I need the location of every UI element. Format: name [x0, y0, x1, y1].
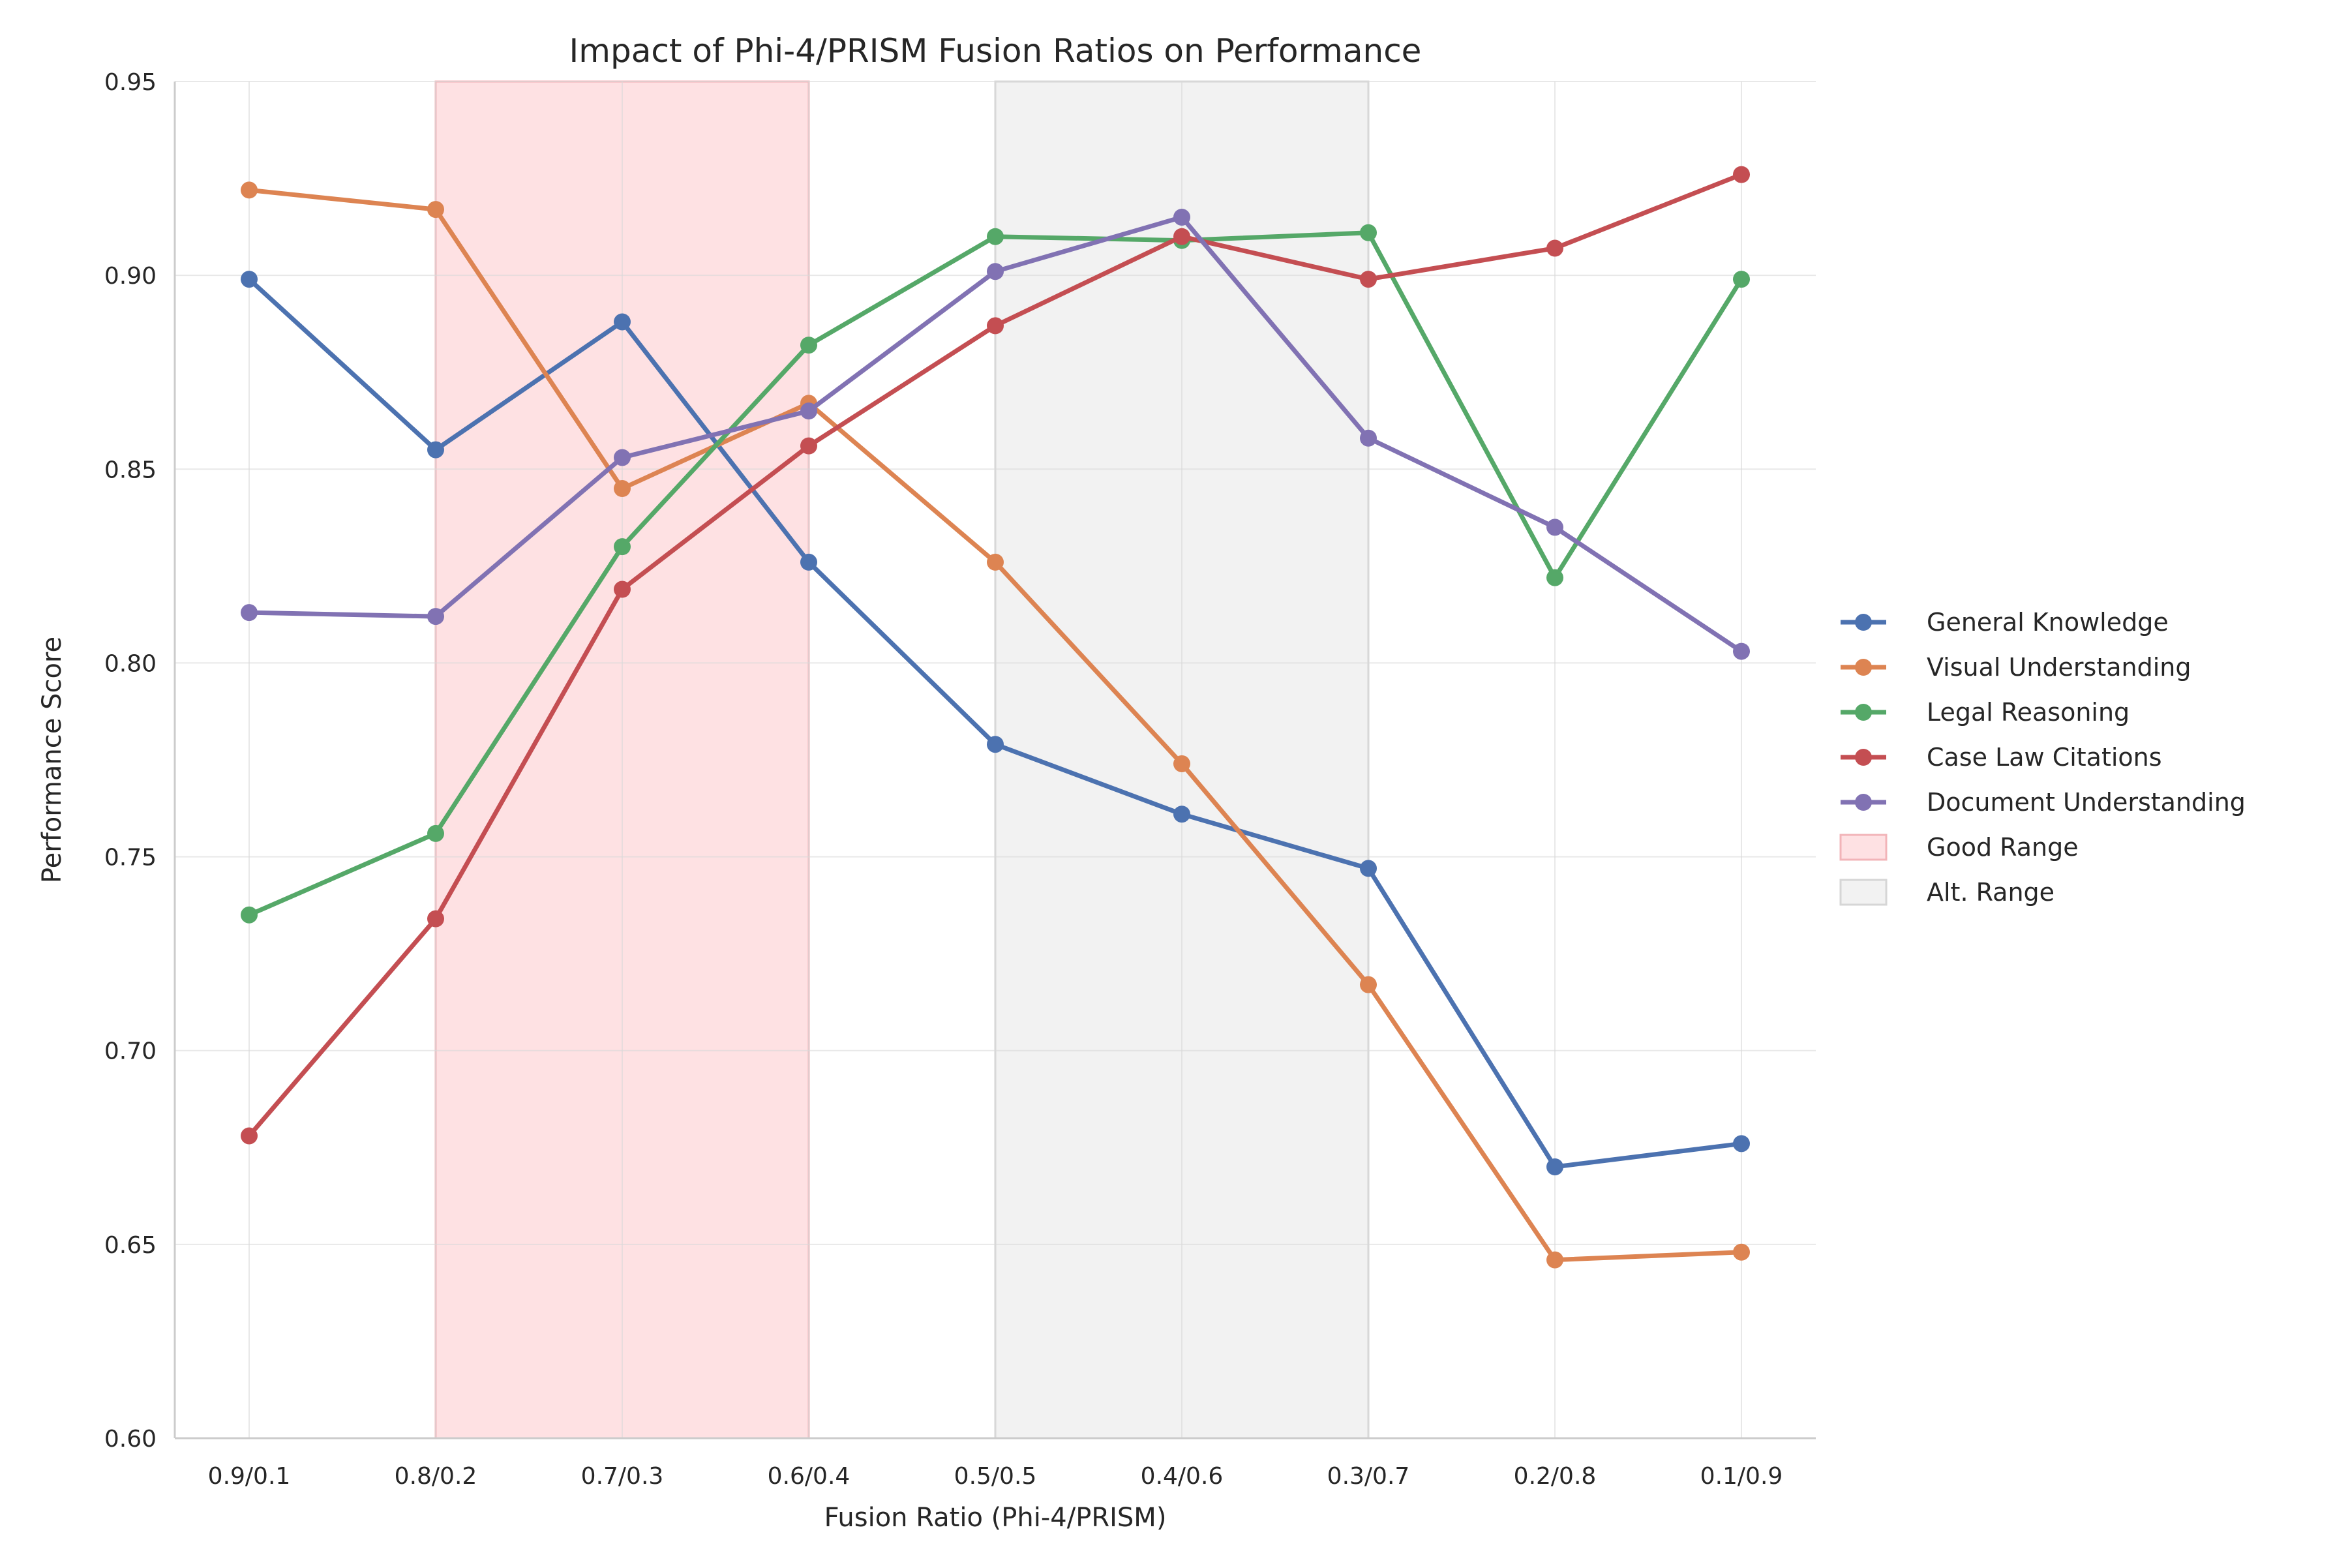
highlight-ranges: [434, 80, 1370, 1440]
data-point: [1360, 224, 1377, 241]
legend-marker: [1855, 749, 1872, 766]
legend: General Knowledge Visual Understanding Leg…: [1839, 608, 2246, 907]
gridlines: [175, 81, 1816, 1439]
legend-item-good-range: Good Range: [1839, 833, 2079, 862]
data-point: [987, 317, 1004, 335]
data-point: [1733, 271, 1750, 288]
legend-marker: [1855, 704, 1872, 721]
x-tick-labels: 0.9/0.1 0.8/0.2 0.7/0.3 0.6/0.4 0.5/0.5 0.4/0…: [208, 1463, 1783, 1490]
legend-item-legal-reasoning: Legal Reasoning: [1841, 698, 2130, 727]
y-tick-label: 0.60: [104, 1426, 157, 1453]
x-axis-title: Fusion Ratio (Phi-4/PRISM): [824, 1503, 1167, 1533]
data-point: [1546, 519, 1563, 536]
x-tick-label: 0.4/0.6: [1141, 1463, 1224, 1490]
series-document-understanding: [241, 209, 1750, 660]
data-point: [1173, 755, 1190, 772]
data-point: [987, 553, 1004, 571]
series-visual-understanding: [241, 181, 1750, 1269]
y-tick-label: 0.75: [104, 845, 157, 871]
legend-item-alt-range: Alt. Range: [1839, 878, 2054, 907]
data-point: [1546, 1251, 1563, 1269]
data-point: [427, 608, 444, 626]
legend-label: Document Understanding: [1927, 788, 2246, 817]
legend-marker: [1855, 614, 1872, 631]
series-general-knowledge: [241, 271, 1750, 1175]
legend-item-general-knowledge: General Knowledge: [1841, 608, 2169, 637]
data-point: [241, 1127, 258, 1145]
data-point: [241, 271, 258, 288]
series-case-law-citations: [241, 166, 1750, 1145]
data-point: [1173, 806, 1190, 823]
legend-item-visual-understanding: Visual Understanding: [1841, 653, 2191, 682]
data-point: [1733, 1135, 1750, 1153]
data-point: [1173, 228, 1190, 245]
data-point: [427, 441, 444, 459]
data-point: [427, 910, 444, 927]
y-axis-title: Performance Score: [37, 637, 67, 883]
x-tick-label: 0.6/0.4: [768, 1463, 850, 1490]
axes: [173, 82, 1816, 1440]
x-tick-label: 0.8/0.2: [395, 1463, 477, 1490]
data-point: [1546, 1158, 1563, 1175]
legend-swatch: [1839, 834, 1888, 861]
legend-label: General Knowledge: [1927, 608, 2169, 637]
y-tick-label: 0.85: [104, 457, 157, 483]
legend-label: Good Range: [1927, 833, 2079, 862]
y-tick-label: 0.65: [104, 1232, 157, 1259]
x-tick-label: 0.1/0.9: [1700, 1463, 1783, 1490]
data-point: [614, 580, 631, 598]
data-point: [614, 538, 631, 556]
data-point: [800, 337, 817, 354]
data-point: [614, 313, 631, 331]
data-point: [1733, 166, 1750, 183]
legend-marker: [1855, 794, 1872, 811]
x-tick-label: 0.9/0.1: [208, 1463, 291, 1490]
data-point: [1360, 271, 1377, 288]
x-tick-label: 0.7/0.3: [581, 1463, 664, 1490]
data-point: [1173, 209, 1190, 226]
data-point: [987, 736, 1004, 753]
data-point: [614, 480, 631, 497]
data-point: [614, 449, 631, 466]
data-point: [1733, 642, 1750, 660]
data-point: [1360, 976, 1377, 993]
data-point: [1546, 239, 1563, 257]
legend-swatch: [1839, 879, 1888, 906]
data-point: [1546, 569, 1563, 586]
chart-title: Impact of Phi-4/PRISM Fusion Ratios on P…: [569, 32, 1422, 70]
legend-item-document-understanding: Document Understanding: [1841, 788, 2246, 817]
data-point: [800, 437, 817, 455]
legend-marker: [1855, 659, 1872, 676]
data-point: [241, 181, 258, 199]
data-point: [241, 604, 258, 622]
data-point: [1360, 860, 1377, 877]
data-point: [800, 402, 817, 420]
legend-label: Alt. Range: [1927, 878, 2054, 907]
series-lines: [241, 166, 1750, 1269]
data-point: [1360, 429, 1377, 447]
data-point: [800, 553, 817, 571]
x-tick-label: 0.5/0.5: [954, 1463, 1037, 1490]
y-tick-label: 0.90: [104, 263, 157, 290]
data-point: [427, 201, 444, 219]
x-tick-label: 0.2/0.8: [1514, 1463, 1597, 1490]
y-tick-label: 0.70: [104, 1038, 157, 1065]
legend-label: Visual Understanding: [1927, 653, 2191, 682]
legend-label: Legal Reasoning: [1927, 698, 2130, 727]
x-tick-label: 0.3/0.7: [1327, 1463, 1410, 1490]
y-tick-label: 0.95: [104, 69, 157, 96]
data-point: [241, 906, 258, 924]
y-tick-label: 0.80: [104, 650, 157, 677]
legend-item-case-law-citations: Case Law Citations: [1841, 743, 2162, 772]
data-point: [427, 824, 444, 842]
data-point: [1733, 1243, 1750, 1261]
legend-label: Case Law Citations: [1927, 743, 2162, 772]
data-point: [987, 263, 1004, 280]
y-tick-labels: 0.60 0.65 0.70 0.75 0.80 0.85 0.90 0.95: [104, 69, 157, 1453]
series-legal-reasoning: [241, 224, 1750, 924]
data-point: [987, 228, 1004, 245]
